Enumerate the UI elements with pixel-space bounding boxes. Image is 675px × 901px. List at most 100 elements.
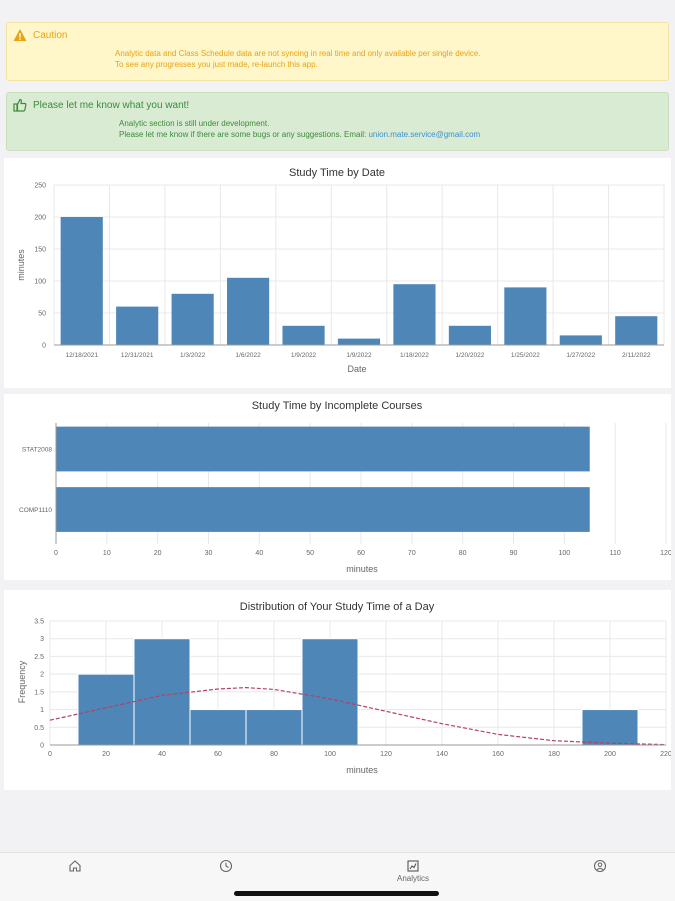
nav-analytics[interactable]: Analytics [383,859,443,889]
caution-line-1: Analytic data and Class Schedule data ar… [115,49,481,58]
bar [227,277,270,345]
study-time-distribution-card: Distribution of Your Study Time of a Day… [4,590,671,790]
caution-alert: Caution Analytic data and Class Schedule… [6,22,669,81]
histogram-bar [581,709,639,746]
bar [615,316,658,345]
histogram-bar [77,673,135,746]
y-tick-label: 1.5 [34,689,44,696]
study-time-by-date-chart: Study Time by Date 0 50 100 150 200 250 12/18/2… [16,167,665,374]
x-tick-label: 120 [660,550,671,557]
nav-profile[interactable] [570,859,630,889]
feedback-message: Analytic section is still under developm… [119,118,480,140]
histogram-bar [245,709,303,746]
y-tick-label: 2 [40,672,44,679]
x-tick-label: 20 [154,550,162,557]
x-tick-label: 1/6/2022 [235,352,261,359]
clock-icon [219,859,233,873]
chart-title: Study Time by Incomplete Courses [252,400,423,412]
y-tick-label: 0 [40,743,44,750]
bar [56,426,590,472]
x-tick-label: 80 [459,550,467,557]
x-tick-label: 70 [408,550,416,557]
caution-line-2: To see any progresses you just made, re-… [115,60,318,69]
warning-icon [13,29,27,41]
x-tick-label: 180 [548,751,560,758]
thumbs-up-icon [13,98,27,112]
x-tick-label: 20 [102,751,110,758]
histogram-bar [133,638,191,746]
bar [282,325,325,345]
caution-message: Analytic data and Class Schedule data ar… [115,48,481,70]
y-tick-label: 0 [42,343,46,350]
chart-title: Study Time by Date [289,167,385,179]
bar [504,287,547,345]
y-tick-label: 3.5 [34,619,44,626]
x-tick-label: 60 [214,751,222,758]
study-time-distribution-chart: Distribution of Your Study Time of a Day… [17,601,671,775]
x-axis-label: minutes [346,564,378,574]
y-tick-label: 50 [38,311,46,318]
study-time-by-courses-card: Study Time by Incomplete Courses 0 10 20 30 4… [4,394,671,580]
feedback-line-2: Please let me know if there are some bug… [119,129,480,140]
x-tick-label: 80 [270,751,278,758]
bar [393,284,436,345]
bar [60,217,103,345]
bar [448,325,491,345]
x-tick-label: 0 [54,550,58,557]
study-time-by-date-card: Study Time by Date 0 50 100 150 200 250 12/18/2… [4,158,671,388]
y-tick-label: 1 [40,707,44,714]
y-axis-label: minutes [16,249,26,281]
x-tick-label: 50 [306,550,314,557]
feedback-title: Please let me know what you want! [33,100,190,111]
x-tick-label: 12/31/2021 [121,352,154,359]
x-tick-label: 120 [380,751,392,758]
y-tick-label: STAT2008 [22,447,52,454]
x-tick-label: 90 [510,550,518,557]
bar [171,293,214,345]
y-tick-label: 100 [34,279,46,286]
x-tick-label: 1/20/2022 [455,352,484,359]
home-indicator[interactable] [234,891,439,896]
x-tick-label: 1/3/2022 [180,352,206,359]
histogram-bar [301,638,359,746]
x-tick-label: 1/18/2022 [400,352,429,359]
analytics-icon [407,860,419,872]
x-tick-label: 2/11/2022 [622,352,651,359]
x-tick-label: 0 [48,751,52,758]
bar [337,338,381,345]
x-tick-label: 140 [436,751,448,758]
x-tick-label: 220 [660,751,671,758]
bar [116,306,159,345]
x-tick-label: 40 [255,550,263,557]
x-tick-label: 1/27/2022 [566,352,595,359]
x-tick-label: 1/9/2022 [291,352,317,359]
x-tick-label: 40 [158,751,166,758]
x-tick-label: 100 [558,550,570,557]
y-tick-label: 3 [40,636,44,643]
y-tick-label: COMP1110 [19,507,52,514]
nav-analytics-label: Analytics [396,874,429,883]
histogram-bar [189,709,247,746]
x-axis-label: Date [347,364,366,374]
x-tick-label: 60 [357,550,365,557]
x-axis-label: minutes [346,765,378,775]
x-tick-label: 30 [205,550,213,557]
nav-schedule[interactable] [196,859,256,889]
caution-title: Caution [33,30,68,41]
bar [559,335,602,345]
x-tick-label: 10 [103,550,111,557]
density-curve [49,686,667,746]
feedback-line-2-text: Please let me know if there are some bug… [119,130,367,139]
x-tick-label: 12/18/2021 [65,352,98,359]
email-link[interactable]: union.mate.service@gmail.com [368,130,481,139]
y-tick-label: 150 [34,247,46,254]
y-axis-label: Frequency [17,660,27,703]
y-tick-label: 250 [34,183,46,190]
profile-icon [593,859,607,873]
x-tick-label: 110 [610,550,621,557]
nav-home[interactable] [45,859,105,889]
feedback-line-1: Analytic section is still under developm… [119,119,270,128]
feedback-alert: Please let me know what you want! Analyt… [6,92,669,151]
x-tick-label: 1/25/2022 [511,352,540,359]
x-tick-label: 160 [492,751,504,758]
